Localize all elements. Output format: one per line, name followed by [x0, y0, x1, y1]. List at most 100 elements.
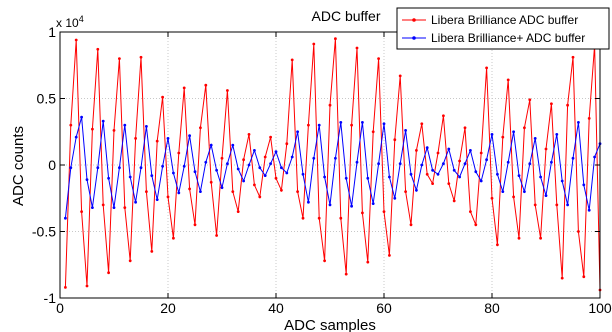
data-point-0	[317, 216, 321, 220]
data-point-1	[301, 172, 305, 176]
data-point-0	[231, 190, 235, 194]
data-point-1	[134, 200, 138, 204]
data-point-1	[80, 115, 83, 119]
data-point-0	[220, 156, 224, 160]
data-point-0	[344, 272, 348, 276]
data-point-0	[328, 103, 332, 107]
data-point-1	[512, 130, 515, 134]
data-point-0	[285, 142, 289, 146]
data-point-0	[544, 147, 548, 151]
data-point-1	[236, 167, 240, 171]
legend: Libera Brilliance ADC buffer Libera Bril…	[396, 7, 610, 50]
data-point-1	[404, 129, 407, 132]
data-point-0	[463, 126, 467, 130]
data-point-1	[209, 143, 213, 147]
y-tick-label: 0	[48, 157, 56, 173]
data-point-1	[123, 123, 127, 127]
data-point-0	[404, 190, 407, 194]
data-point-0	[452, 199, 456, 203]
y-tick-label: -0.5	[32, 224, 56, 240]
data-point-0	[506, 78, 510, 82]
data-point-1	[226, 162, 229, 166]
data-point-1	[285, 171, 289, 175]
data-point-1	[366, 176, 370, 180]
data-point-0	[420, 122, 424, 126]
data-point-1	[91, 206, 94, 210]
data-point-0	[177, 151, 181, 155]
data-point-0	[496, 243, 499, 247]
data-point-0	[85, 284, 89, 288]
data-point-0	[263, 155, 267, 159]
data-point-0	[209, 180, 213, 184]
data-point-1	[485, 158, 488, 162]
data-point-0	[458, 159, 461, 163]
x-tick-label: 40	[268, 300, 284, 316]
data-point-0	[409, 223, 413, 227]
data-point-1	[436, 172, 440, 176]
y-tick-label: -1	[44, 290, 57, 306]
data-point-0	[112, 129, 116, 132]
data-point-0	[74, 38, 78, 42]
data-point-0	[107, 271, 110, 275]
data-point-1	[361, 121, 364, 124]
data-point-1	[139, 166, 143, 170]
chart-title: ADC buffer	[312, 8, 381, 24]
data-point-1	[145, 125, 148, 128]
data-point-0	[501, 135, 505, 139]
data-point-1	[247, 163, 251, 167]
data-point-0	[193, 223, 197, 227]
data-point-0	[334, 37, 337, 41]
data-point-0	[323, 259, 326, 263]
data-point-0	[566, 103, 569, 107]
data-point-1	[328, 203, 332, 207]
data-point-0	[479, 151, 483, 155]
y-axis-multiplier-base: x 10	[56, 16, 79, 30]
data-point-0	[226, 89, 229, 92]
data-point-0	[550, 102, 553, 106]
data-point-0	[528, 98, 532, 102]
data-point-1	[587, 208, 591, 212]
data-point-1	[312, 156, 316, 160]
data-point-1	[112, 206, 116, 210]
y-tick-label: 0.5	[37, 91, 57, 107]
data-point-1	[274, 150, 278, 154]
data-point-1	[177, 191, 181, 195]
data-point-0	[123, 206, 127, 210]
data-point-0	[490, 196, 494, 200]
data-point-1	[393, 196, 397, 200]
data-point-0	[253, 183, 256, 187]
data-point-0	[388, 254, 391, 257]
data-point-1	[533, 137, 537, 140]
data-point-0	[290, 58, 294, 62]
data-point-0	[312, 42, 316, 46]
data-point-0	[166, 195, 170, 199]
y-axis-multiplier: x 104	[56, 14, 84, 30]
data-point-1	[442, 162, 445, 166]
data-point-0	[64, 286, 67, 289]
data-point-1	[415, 188, 418, 192]
data-point-1	[571, 156, 575, 160]
data-point-1	[469, 149, 472, 152]
data-point-1	[290, 155, 294, 159]
data-point-1	[199, 190, 202, 194]
data-point-1	[496, 172, 499, 176]
data-point-1	[334, 156, 337, 160]
data-point-1	[161, 164, 165, 168]
data-point-0	[199, 126, 202, 130]
data-point-1	[74, 135, 78, 139]
data-point-0	[204, 83, 208, 87]
data-point-0	[155, 139, 159, 143]
data-point-1	[409, 172, 413, 176]
x-tick-label: 60	[376, 300, 392, 316]
data-point-0	[436, 151, 440, 155]
data-point-1	[566, 203, 569, 207]
data-point-1	[506, 160, 510, 164]
data-point-0	[361, 211, 364, 215]
data-point-0	[96, 47, 100, 51]
data-point-1	[253, 149, 256, 152]
legend-label-brilliance-plus: Libera Brilliance+ ADC buffer	[431, 31, 585, 45]
data-point-0	[447, 182, 451, 186]
data-point-0	[339, 216, 343, 220]
data-point-0	[587, 117, 591, 120]
data-point-0	[307, 123, 310, 127]
